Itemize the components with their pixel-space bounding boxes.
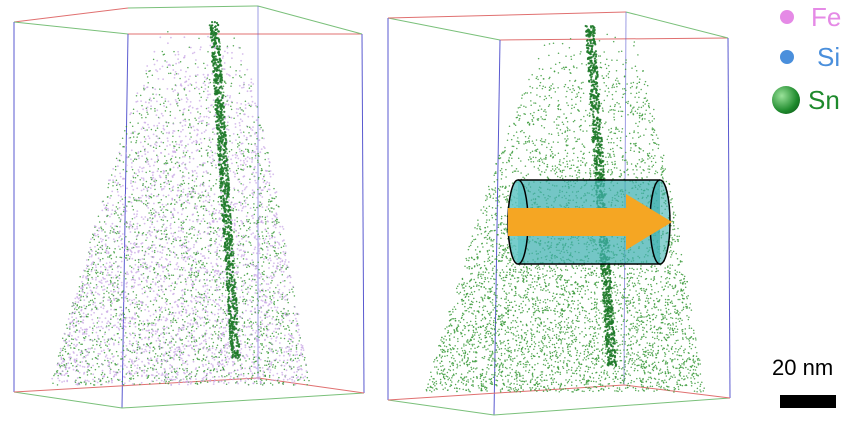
scale-bar: 20 nm bbox=[772, 355, 852, 408]
si-atom-icon bbox=[780, 50, 794, 64]
sn-atom-icon bbox=[772, 86, 800, 114]
bounding-box-left bbox=[13, 5, 365, 409]
atom-cloud-left bbox=[51, 21, 310, 386]
legend-item-sn: Sn bbox=[772, 86, 840, 114]
reconstruction-left bbox=[13, 5, 365, 409]
analysis-cylinder bbox=[507, 179, 672, 265]
bounding-box-right bbox=[387, 11, 731, 416]
legend-item-si: Si bbox=[780, 44, 840, 70]
direction-arrow bbox=[508, 194, 672, 250]
scale-bar-label: 20 nm bbox=[772, 355, 834, 380]
legend-label-sn: Sn bbox=[808, 85, 840, 115]
legend-label-fe: Fe bbox=[811, 2, 842, 32]
reconstruction-right bbox=[387, 11, 731, 416]
fe-atom-icon bbox=[780, 10, 794, 24]
scale-bar-line bbox=[780, 395, 836, 408]
legend-item-fe: Fe bbox=[780, 4, 841, 30]
legend-label-si: Si bbox=[817, 42, 841, 72]
